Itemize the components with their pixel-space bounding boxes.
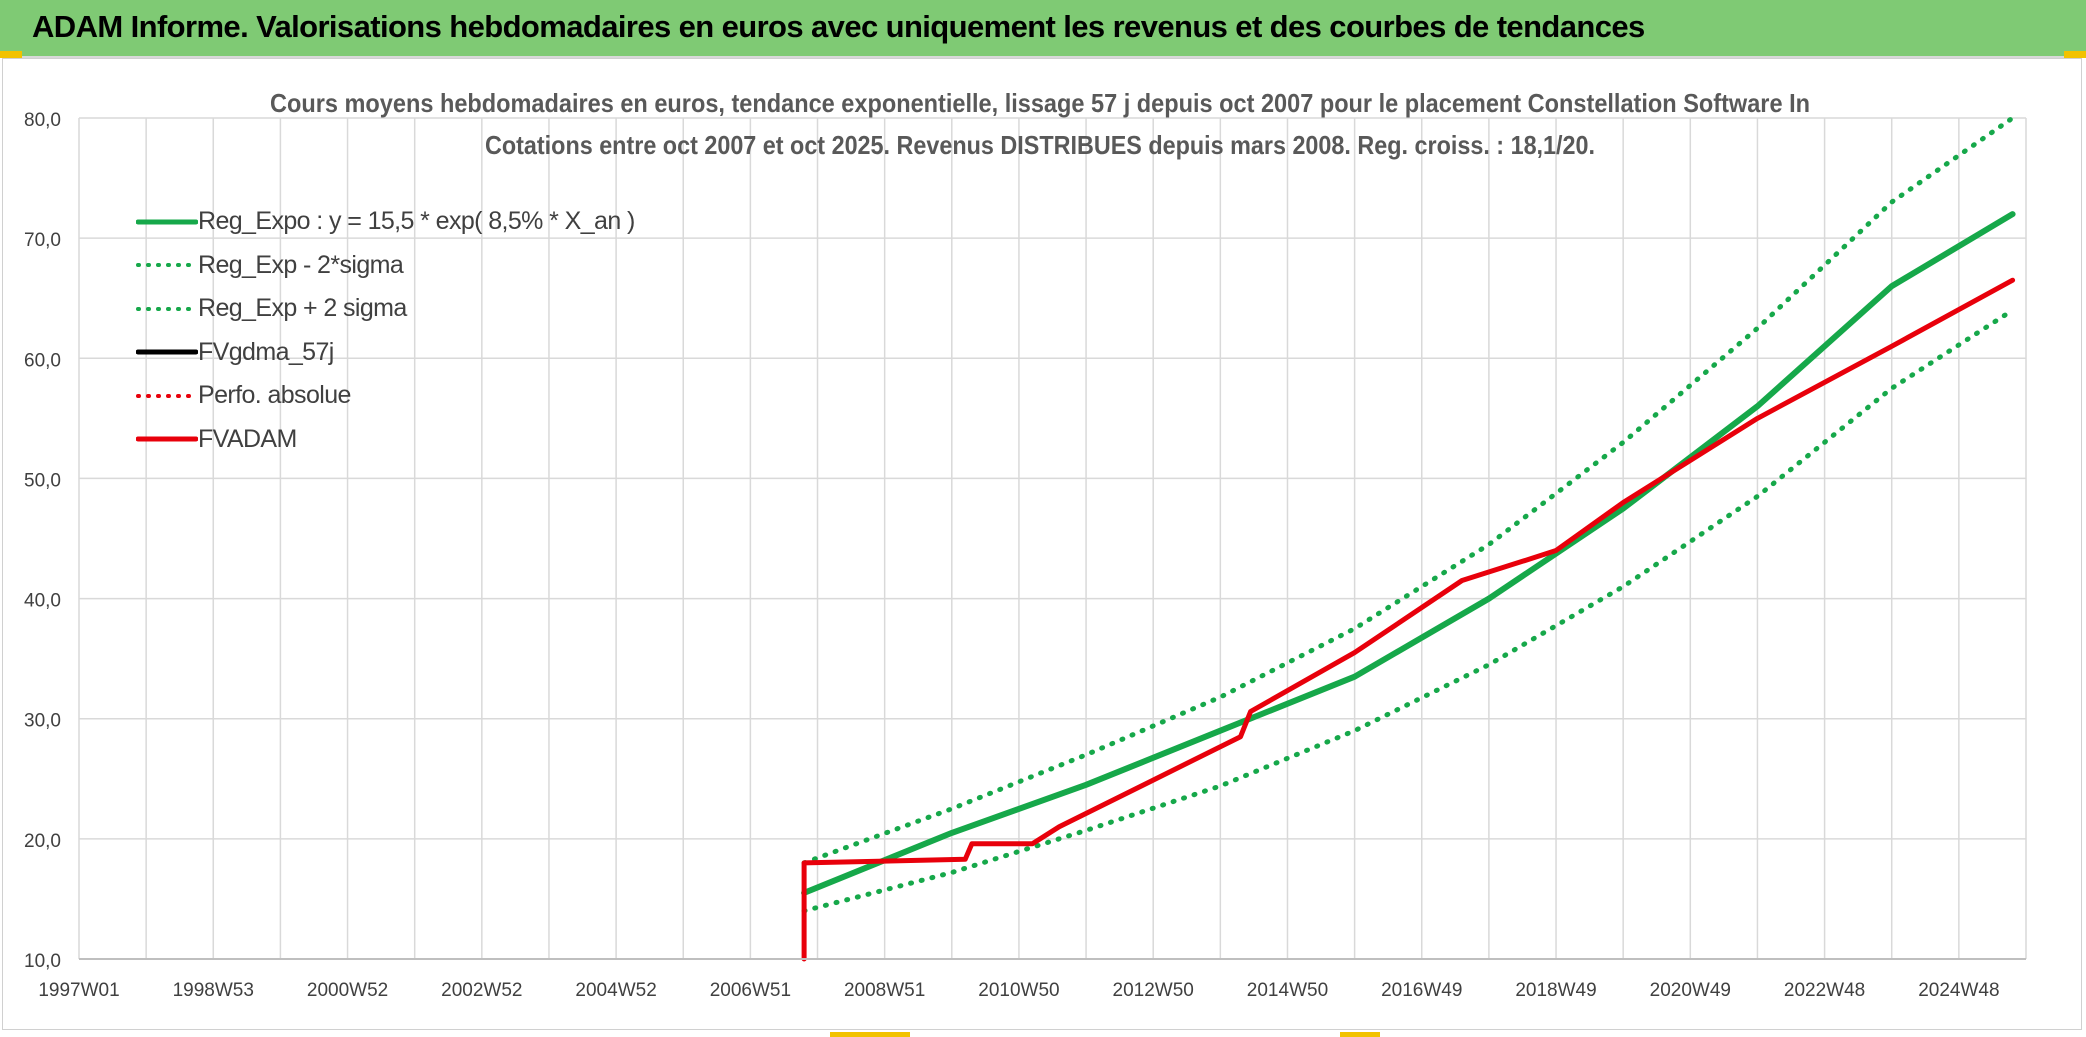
x-tick-label: 1998W53 — [173, 980, 254, 1001]
x-tick-label: 2000W52 — [307, 980, 388, 1001]
chart-title-line: Cours moyens hebdomadaires en euros, ten… — [270, 88, 1810, 118]
y-tick-label: 60,0 — [24, 350, 61, 371]
x-tick-label: 2008W51 — [844, 980, 925, 1001]
series-line — [802, 278, 2015, 961]
legend-label: Reg_Exp - 2*sigma — [198, 250, 404, 279]
bottom-accent-left — [830, 1032, 910, 1037]
chart-frame — [2, 58, 2082, 1030]
y-tick-label: 50,0 — [24, 470, 61, 491]
corner-accent-left — [0, 51, 22, 58]
legend-swatch — [136, 303, 198, 315]
x-tick-label: 2020W49 — [1650, 980, 1731, 1001]
series-line — [801, 307, 2016, 914]
series-line — [802, 278, 2015, 961]
legend-item: Reg_Exp + 2 sigma — [136, 287, 635, 331]
legend-label: Reg_Expo : y = 15,5 * exp( 8,5% * X_an ) — [198, 207, 635, 236]
legend-item: FVgdma_57j — [136, 331, 635, 375]
legend-item: FVADAM — [136, 418, 635, 462]
legend-swatch — [136, 259, 198, 271]
x-tick-label: 2002W52 — [441, 980, 522, 1001]
report-header-banner: ADAM Informe. Valorisations hebdomadaire… — [0, 0, 2086, 58]
legend-label: FVADAM — [198, 424, 297, 453]
series-layer — [801, 115, 2016, 962]
legend-label: Reg_Exp + 2 sigma — [198, 294, 407, 323]
x-tick-label: 2006W51 — [710, 980, 791, 1001]
x-tick-label: 2012W50 — [1113, 980, 1194, 1001]
x-tick-label: 1997W01 — [38, 980, 119, 1001]
chart-title: Cours moyens hebdomadaires en euros, ten… — [270, 88, 1810, 160]
x-tick-label: 2004W52 — [575, 980, 656, 1001]
chart: 10,0 20,0 30,0 40,0 50,0 60,0 70,0 80,0 1997W01 1… — [24, 88, 2027, 1001]
legend-label: FVgdma_57j — [198, 337, 334, 366]
legend-label: Perfo. absolue — [198, 381, 351, 410]
series-line — [801, 277, 2016, 962]
x-tick-label: 2016W49 — [1381, 980, 1462, 1001]
x-tick-label: 2018W49 — [1515, 980, 1596, 1001]
chart-legend: Reg_Expo : y = 15,5 * exp( 8,5% * X_an )… — [136, 200, 635, 461]
grid — [78, 117, 2027, 960]
x-tick-label: 2010W50 — [978, 980, 1059, 1001]
series-line — [801, 115, 2016, 866]
axis-layer: 10,0 20,0 30,0 40,0 50,0 60,0 70,0 80,0 1997W01 1… — [24, 110, 2026, 1001]
legend-swatch — [136, 216, 198, 228]
x-tick-label: 2022W48 — [1784, 980, 1865, 1001]
corner-accent-right — [2064, 51, 2086, 58]
legend-swatch — [136, 390, 198, 402]
legend-item: Reg_Expo : y = 15,5 * exp( 8,5% * X_an ) — [136, 200, 635, 244]
x-tick-label: 2024W48 — [1918, 980, 1999, 1001]
y-tick-label: 70,0 — [24, 230, 61, 251]
y-tick-label: 30,0 — [24, 711, 61, 732]
legend-swatch — [136, 346, 198, 358]
y-tick-label: 40,0 — [24, 591, 61, 612]
report-title: ADAM Informe. Valorisations hebdomadaire… — [32, 9, 1645, 44]
chart-title-line: Cotations entre oct 2007 et oct 2025. Re… — [485, 130, 1595, 160]
y-tick-label: 10,0 — [24, 951, 61, 972]
bottom-accent-right — [1340, 1032, 1380, 1037]
series-line — [801, 211, 2016, 896]
legend-item: Perfo. absolue — [136, 374, 635, 418]
y-tick-label: 80,0 — [24, 110, 61, 131]
legend-item: Reg_Exp - 2*sigma — [136, 244, 635, 288]
legend-swatch — [136, 433, 198, 445]
x-tick-label: 2014W50 — [1247, 980, 1328, 1001]
y-tick-label: 20,0 — [24, 831, 61, 852]
